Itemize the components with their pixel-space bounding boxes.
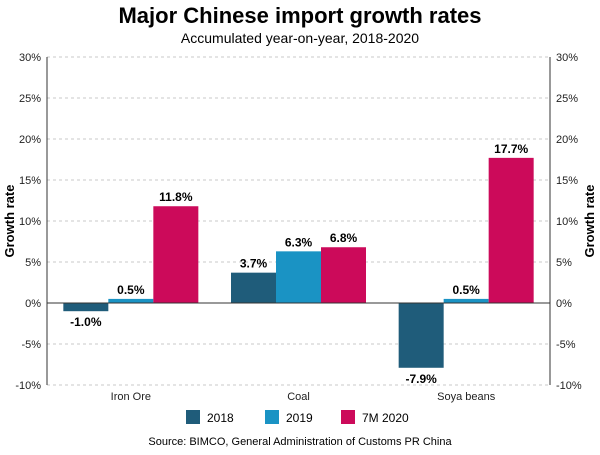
bar [63,303,109,312]
y-tick-label-left: -10% [15,380,41,392]
y-tick-label-right: 25% [556,93,578,105]
y-tick-label-right: 30% [556,52,578,64]
chart-subtitle: Accumulated year-on-year, 2018-2020 [180,30,420,46]
legend-swatch [341,410,355,424]
bar-chart: -10% -10% -5% -5% 0% 0% 5% 5% 10% 10% 15% 15% 20% 20%… [2,52,597,425]
y-tick-label-left: 25% [19,93,41,105]
y-tick-label-left: 20% [19,134,41,146]
data-label: 6.3% [285,235,313,249]
bar [231,272,276,303]
y-tick-label-right: 20% [556,134,578,146]
y-tick-label-right: 5% [556,257,572,269]
data-label: 3.7% [240,257,268,271]
x-tick-label: Iron Ore [111,391,151,403]
legend-label: 7M 2020 [362,411,409,425]
y-tick-label-right: -10% [556,380,582,392]
y-tick-label-right: 0% [556,298,572,310]
bar [488,157,534,303]
y-tick-label-left: 30% [19,52,41,64]
bar [153,206,199,303]
y-tick-label-left: -5% [21,339,41,351]
y-axis-title-right: Growth rate [582,185,597,258]
y-axis-title-left: Growth rate [2,185,17,258]
legend-label: 2018 [207,411,234,425]
data-label: -7.9% [405,372,437,386]
chart-title: Major Chinese import growth rates [118,3,482,28]
bar [108,298,154,303]
legend-swatch [186,410,200,424]
bar [321,247,366,303]
data-label: 17.7% [494,142,528,156]
source-note: Source: BIMCO, General Administration of… [148,436,452,448]
data-label: 0.5% [452,283,480,297]
legend-swatch [265,410,279,424]
bar [398,303,444,368]
data-label: -1.0% [70,315,102,329]
data-label: 11.8% [159,190,193,204]
y-tick-label-left: 0% [25,298,41,310]
x-tick-label: Soya beans [437,391,496,403]
y-tick-label-right: 10% [556,216,578,228]
data-label: 6.8% [330,231,358,245]
legend-label: 2019 [286,411,313,425]
y-tick-label-right: 15% [556,175,578,187]
bar [276,251,321,303]
y-tick-label-left: 10% [19,216,41,228]
data-label: 0.5% [117,283,145,297]
x-tick-label: Coal [287,391,310,403]
y-tick-label-right: -5% [556,339,576,351]
y-tick-label-left: 15% [19,175,41,187]
bar [443,298,489,303]
y-tick-label-left: 5% [25,257,41,269]
